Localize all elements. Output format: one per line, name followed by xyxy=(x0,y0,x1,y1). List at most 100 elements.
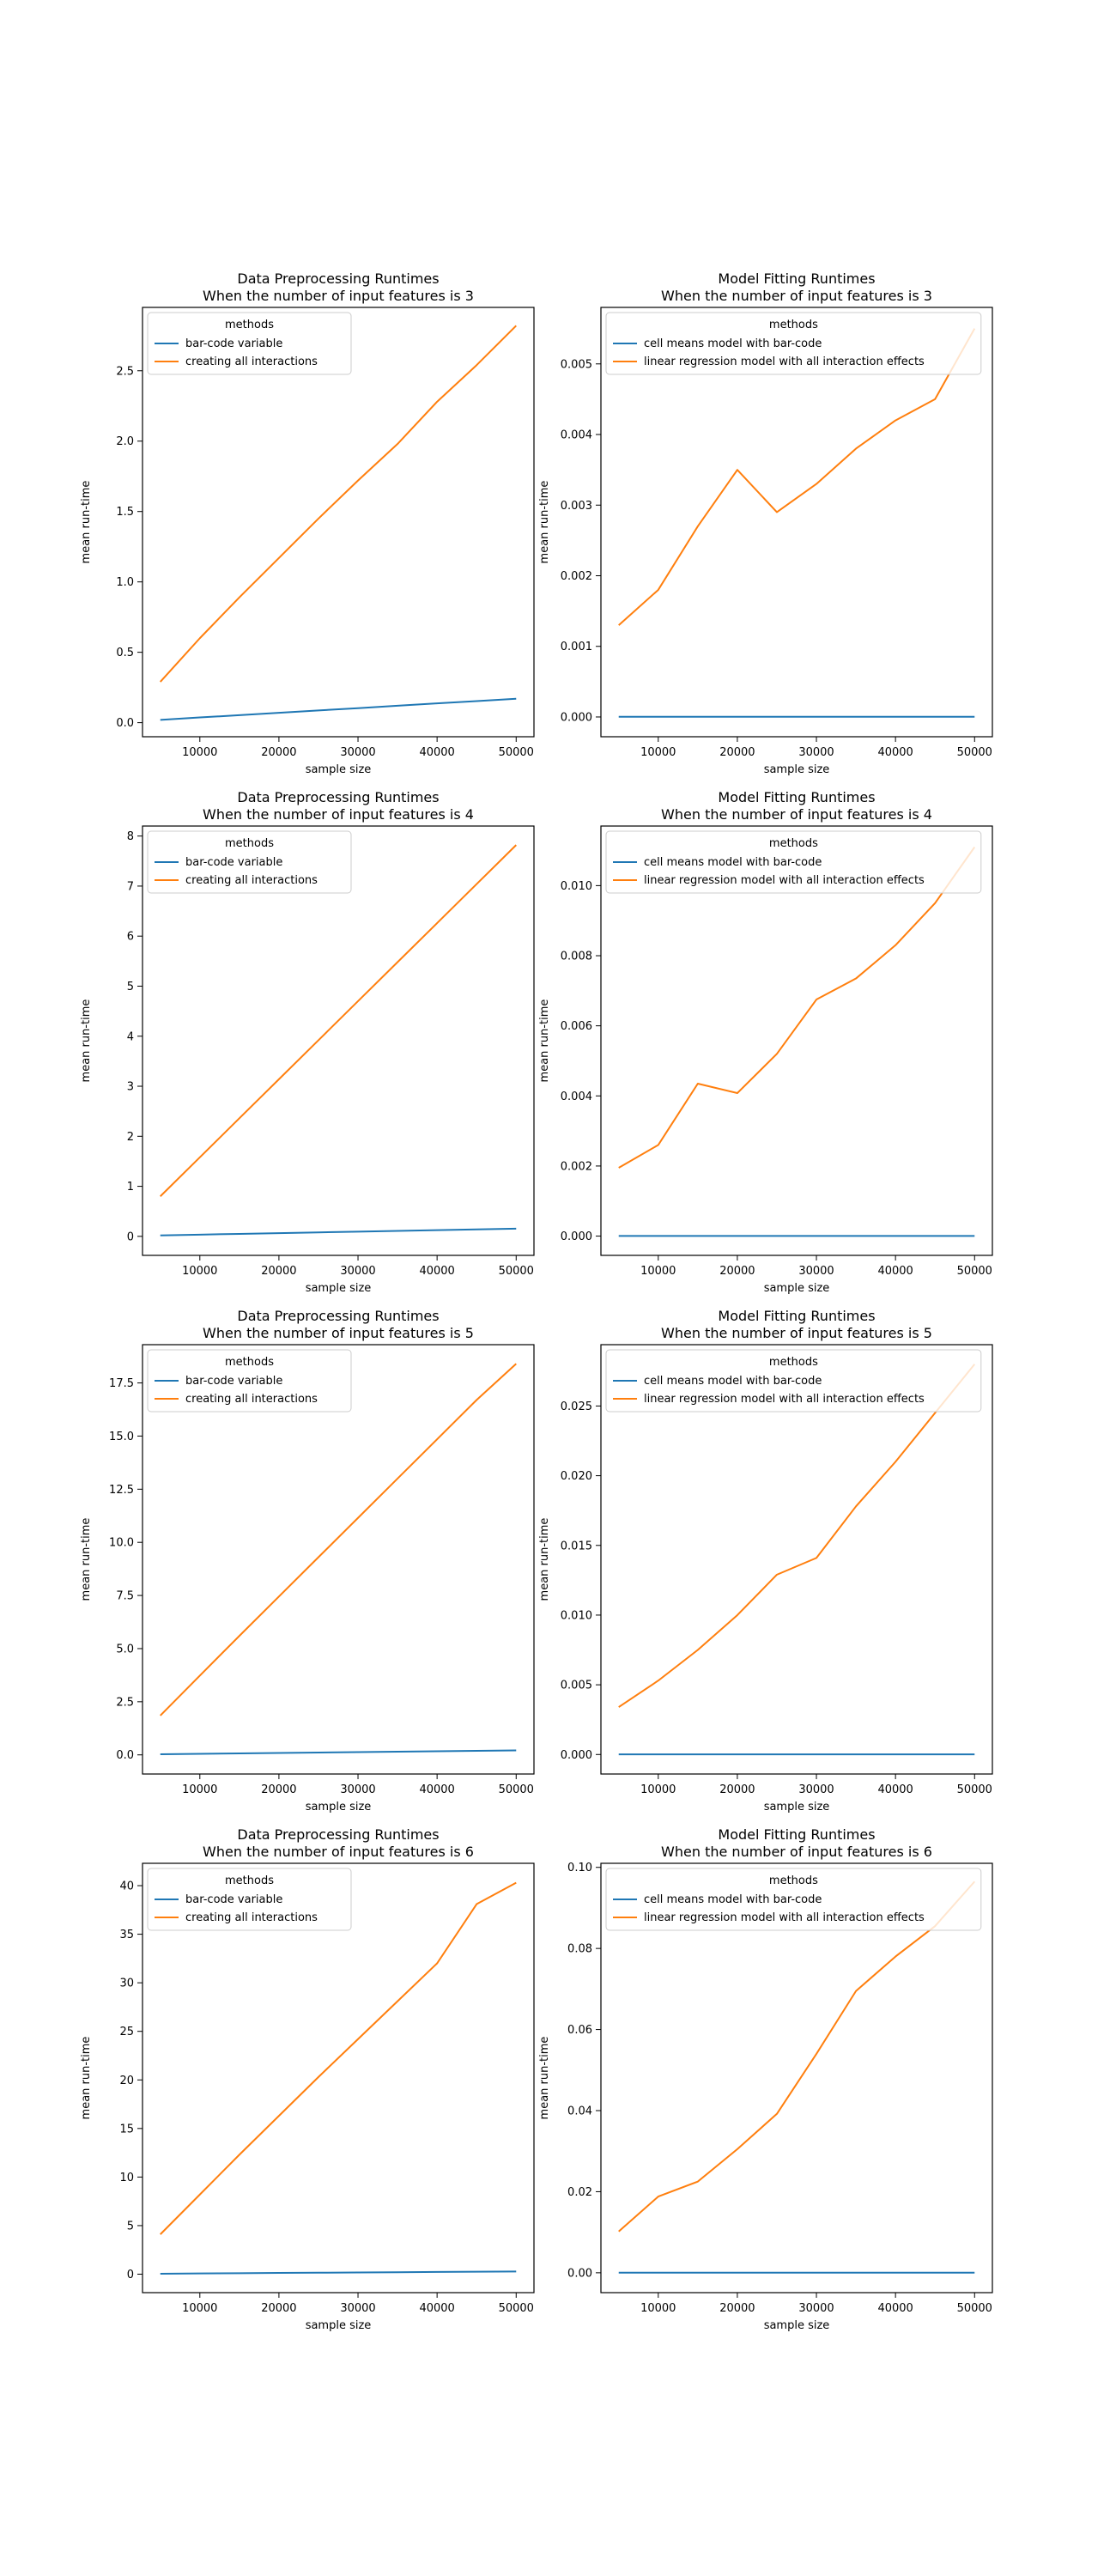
y-tick-label: 0.005 xyxy=(561,358,592,371)
y-axis-label: mean run-time xyxy=(80,2037,93,2120)
legend-title: methods xyxy=(769,319,818,331)
legend-label: bar-code variable xyxy=(185,1893,282,1906)
y-tick-label: 0.02 xyxy=(567,2186,592,2199)
x-axis-label: sample size xyxy=(306,1282,372,1295)
x-tick-label: 50000 xyxy=(499,2302,534,2315)
chart-title: Data Preprocessing Runtimes xyxy=(237,1308,439,1324)
legend: methods bar-code variable creating all int… xyxy=(147,1349,352,1413)
axes-frame xyxy=(600,1862,993,2293)
y-tick-label: 0.0 xyxy=(116,717,134,730)
legend-box xyxy=(605,830,982,894)
legend-label: bar-code variable xyxy=(185,1375,282,1388)
legend-title: methods xyxy=(769,837,818,850)
axes-frame xyxy=(600,825,993,1256)
x-tick-label: 10000 xyxy=(640,1265,676,1278)
x-tick-label: 50000 xyxy=(957,1265,992,1278)
x-tick-label: 40000 xyxy=(419,1783,454,1796)
y-tick-label: 1.5 xyxy=(116,506,134,519)
y-axis-label: mean run-time xyxy=(538,2037,551,2120)
x-tick-label: 40000 xyxy=(877,2302,913,2315)
series-line-2 xyxy=(160,1363,517,1716)
chart-title: Data Preprocessing Runtimes xyxy=(237,1826,439,1843)
y-tick-label: 0.004 xyxy=(561,1091,592,1103)
y-tick-label: 0.001 xyxy=(561,641,592,653)
x-tick-label: 50000 xyxy=(957,746,992,759)
series-line-1 xyxy=(160,2270,517,2275)
y-tick-label: 0.004 xyxy=(561,429,592,442)
y-axis-label: mean run-time xyxy=(80,999,93,1083)
y-tick-label: 0.000 xyxy=(561,1749,592,1762)
y-axis-label: mean run-time xyxy=(80,1518,93,1601)
x-tick-label: 50000 xyxy=(499,1265,534,1278)
legend-label: bar-code variable xyxy=(185,337,282,350)
chart-subtitle: When the number of input features is 3 xyxy=(203,288,474,304)
y-tick-label: 0.5 xyxy=(116,647,134,659)
chart-title: Model Fitting Runtimes xyxy=(718,789,875,805)
y-tick-label: 12.5 xyxy=(109,1484,134,1497)
chart-subtitle: When the number of input features is 6 xyxy=(203,1844,474,1860)
axes-frame xyxy=(600,307,993,738)
y-tick-label: 0.06 xyxy=(567,2024,592,2037)
axes-frame xyxy=(142,1344,535,1775)
x-tick-label: 20000 xyxy=(719,2302,755,2315)
legend-label: linear regression model with all interac… xyxy=(644,874,925,887)
y-tick-label: 30 xyxy=(119,1978,134,1990)
legend-label: creating all interactions xyxy=(185,355,318,368)
legend: methods cell means model with bar-code lin… xyxy=(605,1349,982,1413)
chart-subtitle: When the number of input features is 4 xyxy=(661,806,932,823)
x-axis-label: sample size xyxy=(306,1801,372,1814)
y-tick-label: 0.0 xyxy=(116,1749,134,1762)
series-line-2 xyxy=(618,846,976,1169)
y-tick-label: 15.0 xyxy=(109,1431,134,1443)
y-tick-label: 0.000 xyxy=(561,711,592,724)
x-tick-label: 40000 xyxy=(419,746,454,759)
y-tick-label: 20 xyxy=(119,2075,134,2087)
x-tick-label: 30000 xyxy=(798,2302,834,2315)
y-tick-label: 17.5 xyxy=(109,1377,134,1390)
legend-label: cell means model with bar-code xyxy=(644,856,822,869)
x-tick-label: 10000 xyxy=(182,1265,217,1278)
x-tick-label: 30000 xyxy=(798,1265,834,1278)
x-axis-label: sample size xyxy=(764,2319,830,2332)
x-tick-label: 40000 xyxy=(877,1265,913,1278)
series-line-2 xyxy=(618,328,976,626)
x-tick-label: 20000 xyxy=(261,1783,296,1796)
chart-subtitle: When the number of input features is 5 xyxy=(661,1325,932,1341)
x-tick-label: 30000 xyxy=(798,746,834,759)
x-tick-label: 50000 xyxy=(499,1783,534,1796)
x-tick-label: 10000 xyxy=(640,1783,676,1796)
legend-box xyxy=(147,312,352,375)
y-tick-label: 15 xyxy=(119,2123,134,2136)
y-tick-label: 5 xyxy=(127,981,134,993)
legend-title: methods xyxy=(225,1874,274,1887)
y-tick-label: 0.04 xyxy=(567,2105,592,2118)
y-tick-label: 3 xyxy=(127,1081,134,1094)
y-tick-label: 10 xyxy=(119,2172,134,2184)
legend-label: creating all interactions xyxy=(185,1911,318,1924)
x-tick-label: 30000 xyxy=(340,746,375,759)
chart-title: Model Fitting Runtimes xyxy=(718,1308,875,1324)
legend-label: cell means model with bar-code xyxy=(644,1375,822,1388)
axes-frame xyxy=(142,1862,535,2293)
y-tick-label: 0.00 xyxy=(567,2267,592,2280)
y-axis-label: mean run-time xyxy=(80,481,93,564)
y-tick-label: 0.08 xyxy=(567,1943,592,1956)
legend-box xyxy=(147,830,352,894)
chart-subtitle: When the number of input features is 6 xyxy=(661,1844,932,1860)
series-line-2 xyxy=(618,1364,976,1708)
legend-box xyxy=(147,1349,352,1413)
legend-title: methods xyxy=(225,319,274,331)
legend-title: methods xyxy=(225,1356,274,1369)
legend: methods bar-code variable creating all int… xyxy=(147,312,352,375)
axes-frame xyxy=(600,1344,993,1775)
series-line-2 xyxy=(618,1880,976,2233)
chart-title: Data Preprocessing Runtimes xyxy=(237,270,439,287)
legend-box xyxy=(147,1868,352,1931)
x-tick-label: 40000 xyxy=(877,1783,913,1796)
legend-title: methods xyxy=(769,1874,818,1887)
